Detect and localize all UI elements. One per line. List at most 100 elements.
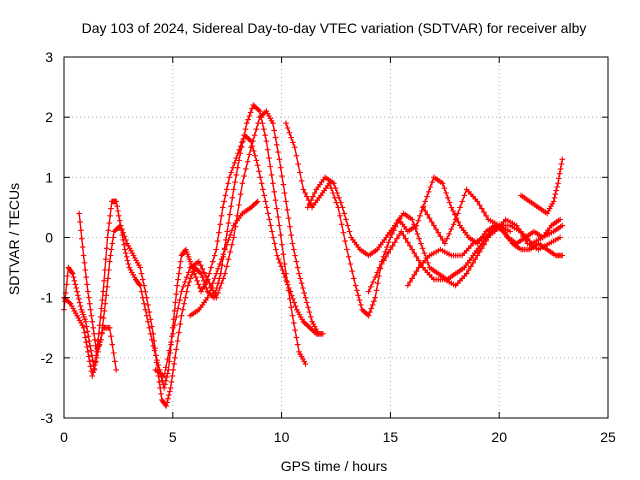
data-point-marker <box>292 303 299 309</box>
data-point-marker <box>76 296 82 302</box>
data-point-marker <box>332 185 339 191</box>
data-point-marker <box>283 120 289 126</box>
data-point-marker <box>172 355 178 361</box>
data-point-marker <box>165 395 171 402</box>
data-point-marker <box>167 388 173 395</box>
data-point-marker <box>472 256 479 262</box>
data-point-marker <box>274 205 280 212</box>
data-point-marker <box>338 221 345 228</box>
data-point-marker <box>376 273 382 279</box>
data-point-marker <box>96 331 102 337</box>
data-point-marker <box>372 274 378 280</box>
data-point-marker <box>69 270 76 277</box>
data-point-marker <box>185 269 192 276</box>
data-point-marker <box>168 379 175 385</box>
data-point-marker <box>280 251 287 258</box>
data-point-marker <box>306 201 313 207</box>
data-point-marker <box>185 282 191 289</box>
data-point-marker <box>244 120 250 126</box>
data-point-marker <box>297 275 304 282</box>
data-point-marker <box>199 266 206 272</box>
data-point-marker <box>222 192 229 199</box>
data-point-marker <box>457 204 463 211</box>
data-point-marker <box>104 284 110 290</box>
data-point-marker <box>373 287 380 294</box>
data-point-marker <box>302 361 309 367</box>
data-point-marker <box>307 324 313 331</box>
data-point-marker <box>409 246 415 253</box>
data-point-marker <box>201 269 207 276</box>
data-point-marker <box>310 193 316 200</box>
data-point-marker <box>481 209 487 215</box>
data-point-marker <box>104 234 111 241</box>
data-point-marker <box>196 258 202 265</box>
data-point-marker <box>106 267 112 273</box>
data-point-marker <box>138 270 145 277</box>
data-point-marker <box>120 229 126 236</box>
data-point-marker <box>182 279 188 285</box>
data-point-marker <box>476 249 483 255</box>
data-point-marker <box>382 249 388 255</box>
data-point-marker <box>187 275 194 282</box>
data-point-marker <box>368 305 375 312</box>
data-point-marker <box>381 257 387 264</box>
data-point-marker <box>402 235 409 242</box>
x-tick-label: 25 <box>600 429 616 445</box>
data-point-marker <box>237 150 244 157</box>
data-point-marker <box>227 249 233 255</box>
data-point-marker <box>559 156 566 163</box>
data-point-marker <box>291 246 297 253</box>
data-point-marker <box>108 205 114 212</box>
data-point-marker <box>84 281 90 288</box>
data-point-marker <box>105 227 112 234</box>
data-point-marker <box>277 164 284 171</box>
data-point-marker <box>470 260 476 266</box>
data-point-marker <box>311 323 318 330</box>
data-point-marker <box>76 210 82 217</box>
data-point-marker <box>261 126 267 132</box>
data-point-marker <box>343 216 349 223</box>
data-point-marker <box>236 202 242 208</box>
data-point-marker <box>431 222 437 229</box>
data-point-marker <box>358 302 364 308</box>
data-point-marker <box>425 189 432 195</box>
data-point-marker <box>80 252 87 259</box>
data-point-marker <box>251 132 258 138</box>
data-point-marker <box>218 256 225 262</box>
data-point-marker <box>331 180 337 187</box>
data-point-marker <box>101 308 108 314</box>
data-point-marker <box>177 321 183 327</box>
data-point-marker <box>176 329 182 336</box>
data-point-marker <box>178 288 185 295</box>
data-point-marker <box>255 120 261 126</box>
y-tick-label: 1 <box>45 169 53 185</box>
data-point-marker <box>247 109 254 116</box>
data-point-marker <box>409 275 415 282</box>
data-point-marker <box>336 195 342 201</box>
data-point-marker <box>171 322 178 329</box>
data-point-marker <box>130 252 137 259</box>
data-point-marker <box>211 291 218 297</box>
series-track-4 <box>152 108 322 379</box>
data-point-marker <box>452 216 459 223</box>
data-point-marker <box>204 276 211 283</box>
data-point-marker <box>300 186 307 193</box>
data-point-marker <box>86 353 92 360</box>
data-point-marker <box>164 399 170 406</box>
data-point-marker <box>304 193 310 200</box>
data-point-marker <box>305 304 311 311</box>
data-point-marker <box>79 244 86 250</box>
data-point-marker <box>146 324 153 331</box>
y-axis-label: SDTVAR / TECUs <box>6 183 22 295</box>
data-point-marker <box>422 208 428 214</box>
data-point-marker <box>254 162 261 169</box>
data-point-marker <box>107 213 113 219</box>
data-point-marker <box>256 168 262 175</box>
data-point-marker <box>551 195 558 201</box>
data-point-marker <box>117 222 124 229</box>
data-point-marker <box>109 341 116 348</box>
data-point-marker <box>262 198 269 205</box>
data-point-marker <box>181 300 187 307</box>
data-point-marker <box>435 229 442 236</box>
series-track-3 <box>76 102 309 409</box>
